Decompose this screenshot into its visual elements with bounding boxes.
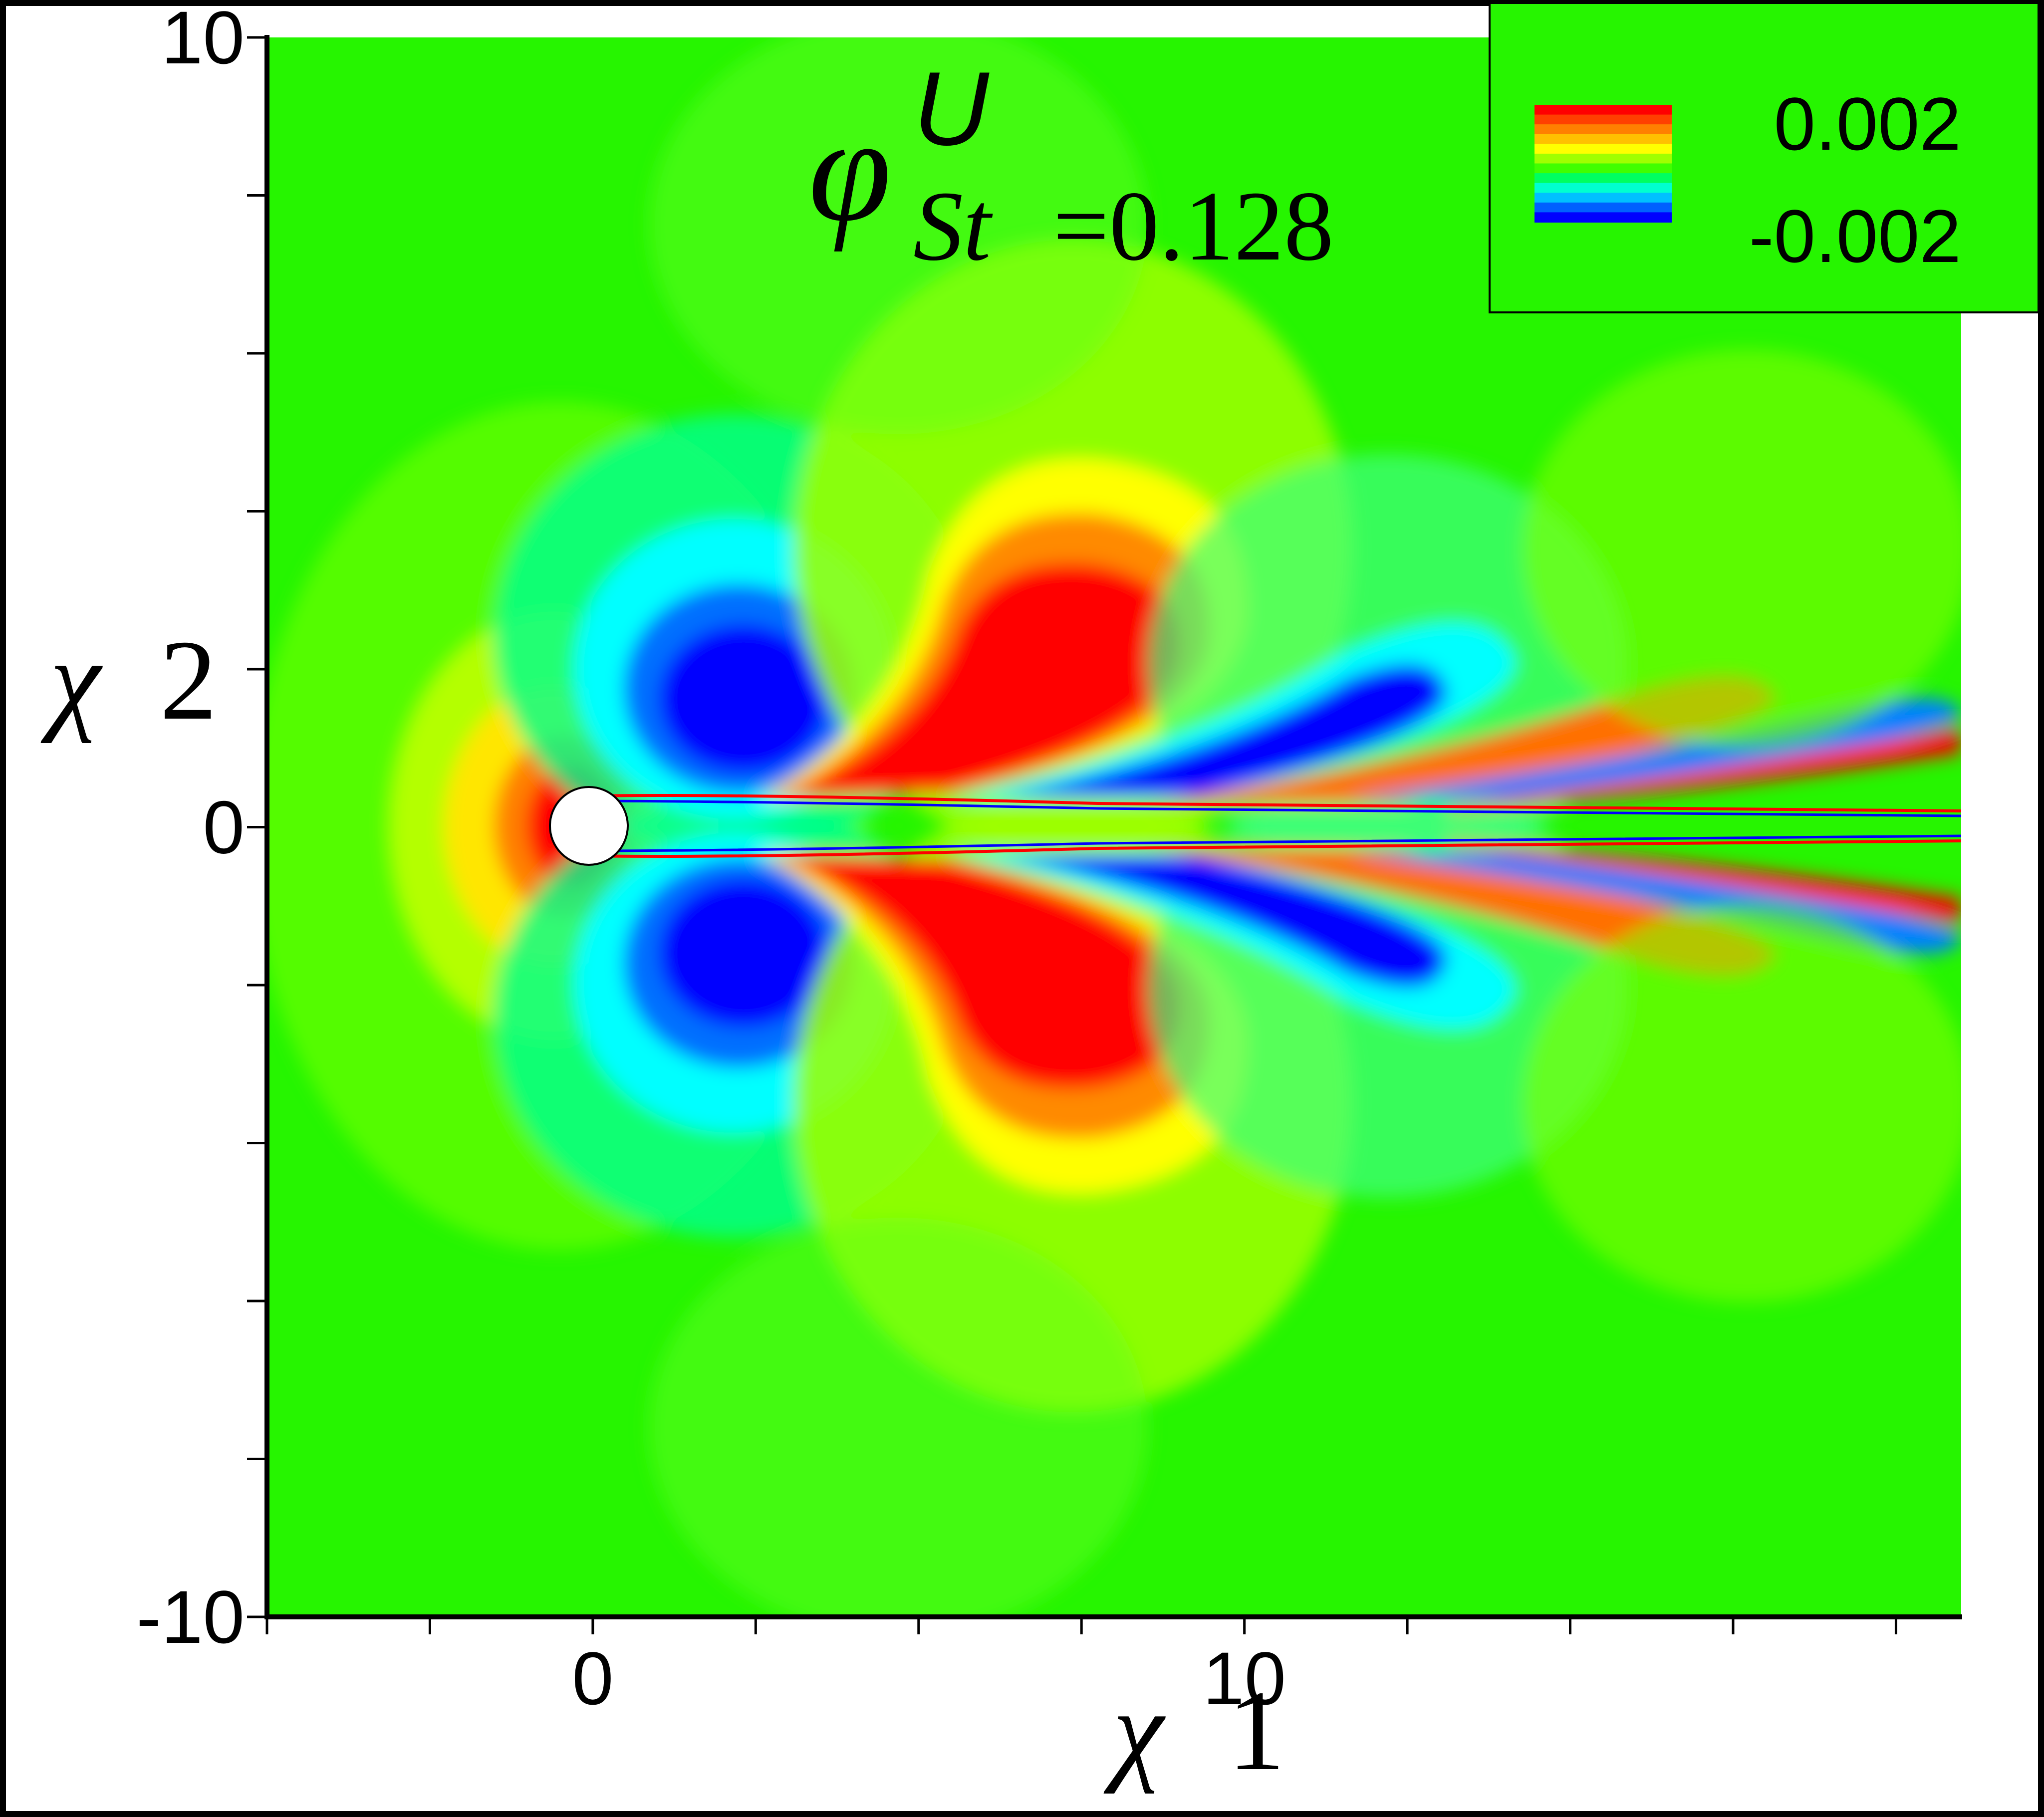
x-axis-symbol: χ (1103, 1667, 1166, 1794)
title-subscript-var: St (913, 171, 993, 281)
cylinder-body (549, 786, 629, 866)
y-axis-index: 2 (160, 616, 217, 744)
x-tick-label-1: 10 (1203, 1636, 1286, 1720)
pos-band-3-upper (1447, 729, 1961, 811)
far-halo-lower-2 (1522, 903, 1961, 1302)
pos-band-3-lower (1447, 841, 1961, 923)
colorbar-band-11 (1534, 212, 1672, 223)
chart-title: φ U St =0.128 (808, 50, 1334, 281)
colorbar-max-label: 0.002 (1774, 82, 1961, 166)
y-axis-label: χ 2 (40, 616, 217, 744)
colorbar-band-0 (1534, 105, 1672, 115)
x-ticks (265, 1617, 1897, 1634)
far-halo-lower-1 (649, 1218, 1148, 1616)
neg-lobe-2-upper-core (998, 664, 1447, 796)
title-symbol: φ (808, 86, 891, 253)
neg-lobe-2-lower-core (998, 856, 1447, 988)
colorbar-band-7 (1534, 173, 1672, 184)
colorbar-band-6 (1534, 163, 1672, 174)
contour-field (267, 37, 1961, 1616)
plot-area (267, 37, 1961, 1616)
shear-layers (588, 794, 1961, 858)
x-axis-index: 1 (1228, 1667, 1285, 1794)
far-halo-upper-1 (649, 37, 1148, 434)
y-tick-label-2: -10 (136, 1575, 245, 1659)
colorbar-legend: 0.002 -0.002 (1489, 2, 2040, 313)
colorbar-band-5 (1534, 153, 1672, 164)
colorbar-min-label: -0.002 (1749, 194, 1961, 278)
x-axis-label: χ 1 (1103, 1667, 1285, 1794)
y-tick-label-1: 0 (203, 785, 245, 869)
title-superscript: U (913, 50, 990, 167)
far-halo-upper-2 (1522, 349, 1961, 749)
pos-lobe-1-lower-red (778, 856, 1179, 1089)
neg-lobe-2-upper-cyan (948, 621, 1518, 798)
neg-lobe-2-lower-cyan (948, 853, 1518, 1031)
neg-lobe-1-upper-core (659, 624, 828, 774)
y-tick-labels: 10 0 -10 (136, 0, 245, 1659)
title-subscript-eq: =0.128 (1053, 171, 1334, 281)
colorbar-band-9 (1534, 193, 1672, 203)
colorbar-band-1 (1534, 114, 1672, 125)
neg-lobe-1-lower-core (659, 878, 828, 1028)
colorbar-bands (1534, 105, 1672, 223)
colorbar-band-8 (1534, 183, 1672, 194)
y-axis-symbol: χ (40, 616, 103, 744)
colorbar-band-3 (1534, 134, 1672, 145)
colorbar-band-4 (1534, 144, 1672, 154)
y-ticks (247, 36, 267, 1618)
x-tick-labels: 0 10 (572, 1636, 1286, 1720)
colorbar-band-2 (1534, 124, 1672, 135)
y-tick-label-0: 10 (161, 0, 245, 79)
x-tick-label-0: 0 (572, 1636, 613, 1720)
colorbar-band-10 (1534, 202, 1672, 213)
pos-lobe-1-upper-red (778, 562, 1179, 796)
